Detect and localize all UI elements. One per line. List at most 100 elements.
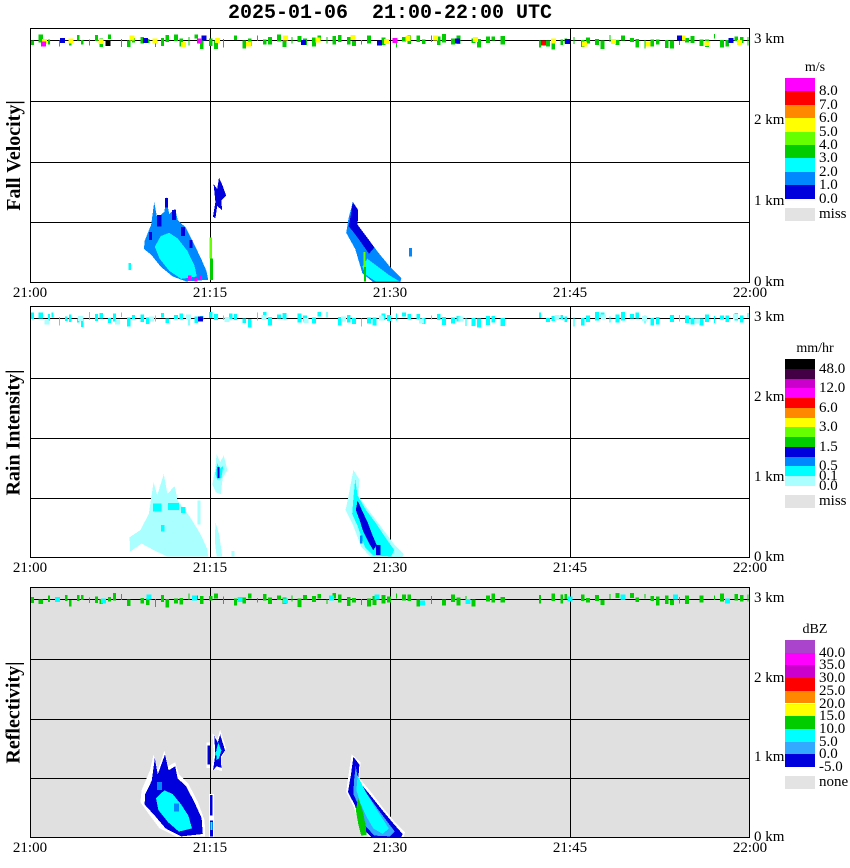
data-blob: [210, 822, 213, 831]
topline-accent: [704, 41, 710, 47]
topline-accent: [98, 39, 104, 44]
legend-cell-purple: [785, 378, 815, 389]
topline-accent: [60, 38, 65, 43]
height-tick-label: 1 km: [754, 749, 785, 765]
data-blob: [360, 535, 363, 544]
topline-accent: [283, 598, 289, 604]
legend-tick-label: 8.0: [819, 83, 838, 99]
data-blob: [207, 745, 210, 765]
legend-cell-cyan: [785, 158, 815, 172]
time-tick-label: 21:30: [372, 285, 408, 301]
topline-accent: [601, 314, 607, 320]
height-tick-label: 1 km: [754, 469, 785, 485]
topline-accent: [44, 319, 50, 325]
topline-accent: [315, 37, 321, 43]
topline-accent: [283, 35, 289, 41]
legend-tick-label: 20.0: [819, 696, 846, 712]
topline-accent: [186, 314, 191, 320]
legend-cell-magenta: [785, 78, 815, 92]
topline-accent: [645, 41, 651, 47]
topline-accent: [105, 41, 111, 46]
data-blob: [345, 470, 404, 558]
data-blobs: [129, 454, 404, 558]
plot-border: [30, 28, 750, 283]
legend-cell-darkpurple: [785, 368, 815, 379]
topline-accent: [392, 38, 398, 44]
legend-cell-blue: [785, 185, 815, 199]
plot-border: [30, 306, 750, 558]
time-tick-label: 21:45: [552, 285, 588, 301]
legend-title: dBZ: [802, 622, 828, 637]
topline-accent: [55, 596, 61, 602]
data-blob: [346, 202, 402, 283]
topline-accent: [303, 317, 309, 323]
plot-rain-intensity-: [30, 306, 750, 558]
height-tick-label: 1 km: [754, 193, 785, 209]
data-blob: [348, 202, 375, 254]
data-blob: [355, 798, 367, 836]
legend-title: mm/hr: [796, 341, 834, 356]
y-axis-label-dBZ: Reflectivity|: [0, 587, 28, 838]
data-blob: [409, 248, 413, 257]
topline-accent: [201, 35, 207, 41]
data-blob: [216, 742, 222, 760]
time-tick-label: 21:00: [12, 840, 48, 856]
topline-accent: [196, 38, 202, 44]
legend-tick-label: 0.5: [819, 458, 838, 474]
topline-accent: [246, 41, 251, 47]
topline-accent: [541, 40, 547, 46]
topline-accent: [152, 38, 158, 44]
data-blobs: [140, 729, 405, 838]
topline-accent: [384, 39, 389, 45]
legend-tick-label: 48.0: [819, 361, 846, 377]
data-blob: [209, 237, 212, 259]
legend-cell-orange: [785, 104, 815, 119]
data-blob: [355, 500, 377, 550]
topline-accent: [350, 35, 356, 41]
data-blob: [210, 795, 213, 816]
legend-cell-blue: [785, 754, 815, 767]
topline-accent: [192, 595, 197, 601]
legend-cell-chartreuse: [785, 131, 815, 145]
legend-cell-lightblue: [785, 741, 815, 755]
data-blob: [231, 550, 235, 557]
plot-reflectivity-: [30, 587, 750, 838]
height-tick-label: 0 km: [754, 829, 785, 845]
topline-accent: [374, 594, 380, 600]
topline-accent: [728, 37, 734, 43]
data-blob: [215, 522, 222, 557]
topline-accent: [78, 316, 83, 321]
topline-accent: [198, 316, 203, 322]
topline-accent: [142, 38, 148, 44]
topline-accent: [550, 38, 556, 44]
legend-missing-label: miss: [819, 206, 847, 222]
data-blob: [165, 197, 168, 208]
gridlines: [30, 28, 750, 283]
data-blob: [197, 500, 201, 525]
data-blob: [199, 275, 202, 280]
legend-cell-green: [785, 145, 815, 159]
time-tick-label: 21:45: [552, 840, 588, 856]
topline-accent: [610, 39, 616, 45]
topline-accent: [146, 594, 152, 600]
topline-accent: [736, 40, 742, 46]
data-blob: [213, 177, 227, 219]
legend-tick-label: 1.5: [819, 439, 838, 455]
legend-cell-orange: [785, 690, 815, 704]
topline-accent: [620, 594, 626, 600]
legend-cell-violet: [785, 640, 815, 653]
legend-missing-cell: [785, 776, 815, 789]
time-tick-label: 21:30: [372, 840, 408, 856]
data-blob: [181, 506, 186, 514]
legend-missing-label: miss: [819, 493, 847, 509]
legend-tick-label: 30.0: [819, 670, 846, 686]
topline-accent: [724, 598, 730, 604]
topline-accent: [458, 316, 464, 322]
time-tick-label: 21:00: [12, 560, 48, 576]
time-tick-label: 22:00: [732, 560, 768, 576]
y-axis-label-text: Fall Velocity|: [2, 100, 25, 211]
data-blob: [129, 474, 209, 557]
legend-tick-label: 0.1: [819, 468, 838, 484]
legend-cell-red: [785, 678, 815, 691]
topline-accent: [472, 36, 478, 42]
